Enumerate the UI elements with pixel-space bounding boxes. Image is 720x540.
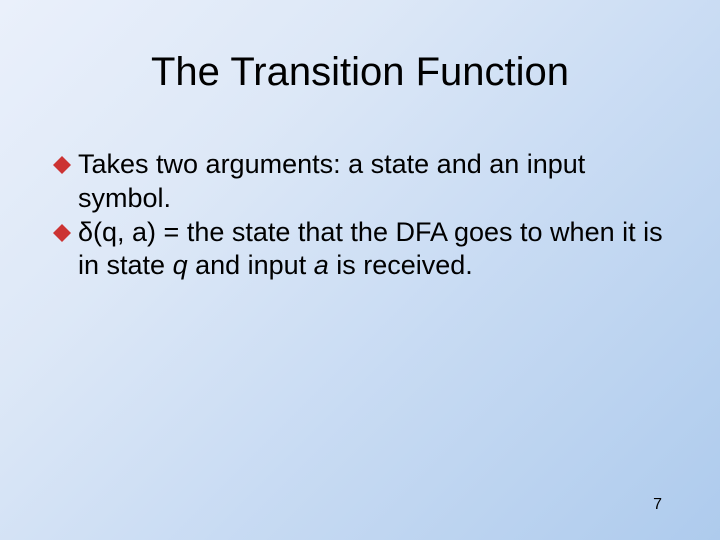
page-number: 7 bbox=[653, 496, 662, 514]
bullet-text-italic: q bbox=[173, 250, 188, 280]
bullet-text-segment: Takes two arguments: a state and an inpu… bbox=[78, 149, 585, 213]
diamond-bullet-icon bbox=[52, 155, 72, 175]
bullet-text-segment: is received. bbox=[329, 250, 473, 280]
bullet-text-segment: and input bbox=[188, 250, 314, 280]
bullet-item: Takes two arguments: a state and an inpu… bbox=[52, 148, 668, 216]
bullet-text: Takes two arguments: a state and an inpu… bbox=[78, 148, 668, 216]
slide-title: The Transition Function bbox=[0, 50, 720, 95]
slide-body: Takes two arguments: a state and an inpu… bbox=[52, 148, 668, 283]
bullet-text: δ(q, a) = the state that the DFA goes to… bbox=[78, 216, 668, 284]
slide: The Transition Function Takes two argume… bbox=[0, 0, 720, 540]
diamond-bullet-icon bbox=[52, 223, 72, 243]
bullet-item: δ(q, a) = the state that the DFA goes to… bbox=[52, 216, 668, 284]
bullet-text-italic: a bbox=[314, 250, 329, 280]
